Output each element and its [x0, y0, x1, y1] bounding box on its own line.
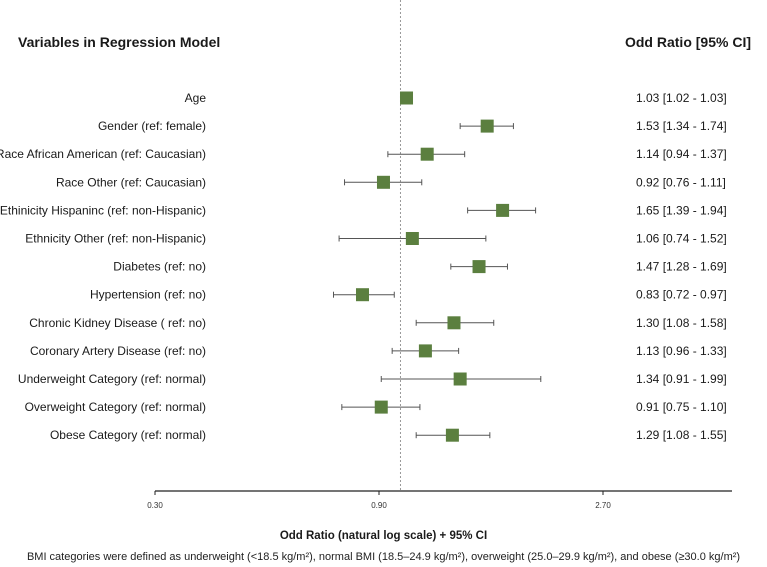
odds-ratio-marker	[445, 428, 459, 442]
row-value: 0.83 [0.72 - 0.97]	[636, 288, 727, 302]
row-value: 1.53 [1.34 - 1.74]	[636, 119, 727, 133]
row-label: Underweight Category (ref: normal)	[18, 372, 206, 386]
row-value: 1.14 [0.94 - 1.37]	[636, 147, 727, 161]
row-label: Coronary Artery Disease (ref: no)	[30, 344, 206, 358]
x-tick-label: 2.70	[595, 501, 611, 510]
row-label: Ethnicity Other (ref: non-Hispanic)	[25, 232, 206, 246]
odds-ratio-marker	[376, 175, 390, 189]
odds-ratio-marker	[355, 288, 369, 302]
row-value: 0.92 [0.76 - 1.11]	[636, 175, 726, 189]
row-value: 1.30 [1.08 - 1.58]	[636, 316, 727, 330]
odds-ratio-marker	[400, 91, 414, 105]
odds-ratio-header: Odd Ratio [95% CI]	[624, 34, 751, 50]
row-label: Obese Category (ref: normal)	[50, 428, 206, 442]
row-label: Race African American (ref: Caucasian)	[0, 147, 206, 161]
row-value: 1.65 [1.39 - 1.94]	[636, 203, 727, 217]
row-value: 1.13 [0.96 - 1.33]	[636, 344, 727, 358]
row-value: 1.34 [0.91 - 1.99]	[636, 372, 727, 386]
odds-ratio-marker	[420, 147, 434, 161]
odds-ratio-marker	[374, 400, 388, 414]
row-label: Ethinicity Hispaninc (ref: non-Hispanic)	[0, 203, 206, 217]
row-label: Hypertension (ref: no)	[90, 288, 206, 302]
variables-header: Variables in Regression Model	[18, 34, 221, 50]
odds-ratio-marker	[496, 203, 510, 217]
row-label: Age	[185, 91, 207, 105]
row-label: Overweight Category (ref: normal)	[25, 400, 206, 414]
odds-ratio-marker	[405, 232, 419, 245]
row-value: 1.06 [0.74 - 1.52]	[636, 232, 727, 246]
x-tick-label: 0.90	[371, 501, 387, 510]
bmi-footnote: BMI categories were defined as underweig…	[26, 551, 741, 563]
odds-ratio-marker	[480, 119, 494, 133]
odds-ratio-marker	[447, 316, 461, 330]
odds-ratio-marker	[453, 372, 467, 386]
row-label: Diabetes (ref: no)	[113, 260, 206, 274]
row-label: Gender (ref: female)	[98, 119, 206, 133]
row-value: 1.03 [1.02 - 1.03]	[636, 91, 727, 105]
row-value: 0.91 [0.75 - 1.10]	[636, 400, 727, 414]
row-label: Chronic Kidney Disease ( ref: no)	[29, 316, 206, 330]
x-tick-label: 0.30	[147, 501, 163, 510]
odds-ratio-marker	[418, 344, 432, 358]
row-label: Race Other (ref: Caucasian)	[56, 175, 206, 189]
forest-plot: 0.30 0.90 2.70 Age 1.03 [1.02 - 1.03] Gender …	[0, 0, 732, 510]
odds-ratio-marker	[472, 260, 486, 274]
row-value: 1.47 [1.28 - 1.69]	[636, 260, 727, 274]
row-value: 1.29 [1.08 - 1.55]	[636, 428, 727, 442]
x-axis-label: Odd Ratio (natural log scale) + 95% CI	[279, 530, 488, 542]
